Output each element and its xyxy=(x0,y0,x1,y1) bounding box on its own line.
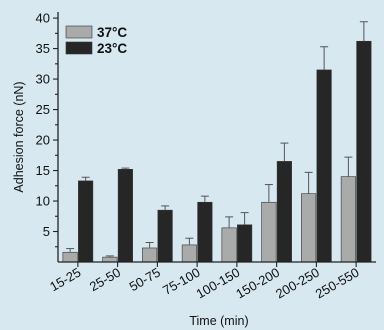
x-tick-label: 50-75 xyxy=(127,265,163,295)
y-tick-label: 10 xyxy=(36,194,50,209)
x-tick-label: 150-200 xyxy=(233,265,282,302)
y-ticks-group: 5 10 15 20 25 30 35 40 xyxy=(36,11,58,248)
y-axis-title: Adhesion force (nN) xyxy=(12,81,26,192)
y-tick-label: 30 xyxy=(36,72,50,87)
x-tick-label: 25-50 xyxy=(87,265,123,295)
y-tick-label: 25 xyxy=(36,102,50,117)
bar-s1-50-75 xyxy=(142,247,158,263)
x-tick-label: 100-150 xyxy=(194,265,243,302)
bar-s1-25-50 xyxy=(102,256,118,263)
bar-s2-150-200 xyxy=(276,161,292,263)
x-ticks-group: 15-25 25-50 50-7575-100100-150150-200200-2… xyxy=(47,262,362,301)
error-bars-group xyxy=(66,21,368,258)
x-tick-label: 15-25 xyxy=(47,265,83,295)
y-tick-label: 40 xyxy=(36,11,50,26)
legend-label-2: 23°C xyxy=(97,41,127,56)
bar-s1-15-25 xyxy=(62,251,78,263)
bar-s2-250-550 xyxy=(356,40,372,263)
y-tick-label: 35 xyxy=(36,41,50,56)
bar-s1-250-550 xyxy=(340,176,356,263)
legend: 37°C23°C xyxy=(65,25,127,56)
bar-s2-15-25 xyxy=(78,180,94,263)
bar-s1-75-100 xyxy=(181,244,197,263)
legend-label-1: 37°C xyxy=(97,25,127,40)
bar-s2-50-75 xyxy=(157,209,173,263)
bars-group xyxy=(62,40,372,263)
bar-s2-200-250 xyxy=(316,69,332,263)
x-tick-label: 200-250 xyxy=(273,265,322,302)
bar-s2-75-100 xyxy=(197,201,213,263)
bar-s2-100-150 xyxy=(237,224,253,263)
bar-s1-150-200 xyxy=(261,201,277,263)
y-tick-label: 15 xyxy=(36,163,50,178)
y-tick-label: 5 xyxy=(43,224,50,239)
legend-swatch-2 xyxy=(65,41,93,55)
bar-s1-100-150 xyxy=(221,227,237,263)
axes-group xyxy=(57,12,376,263)
x-axis-title: Time (min) xyxy=(189,314,248,328)
y-tick-label: 20 xyxy=(36,133,50,148)
bar-s2-25-50 xyxy=(117,169,133,263)
bar-s1-200-250 xyxy=(301,193,317,263)
legend-swatch-1 xyxy=(65,25,93,39)
x-tick-label: 250-550 xyxy=(313,265,362,302)
